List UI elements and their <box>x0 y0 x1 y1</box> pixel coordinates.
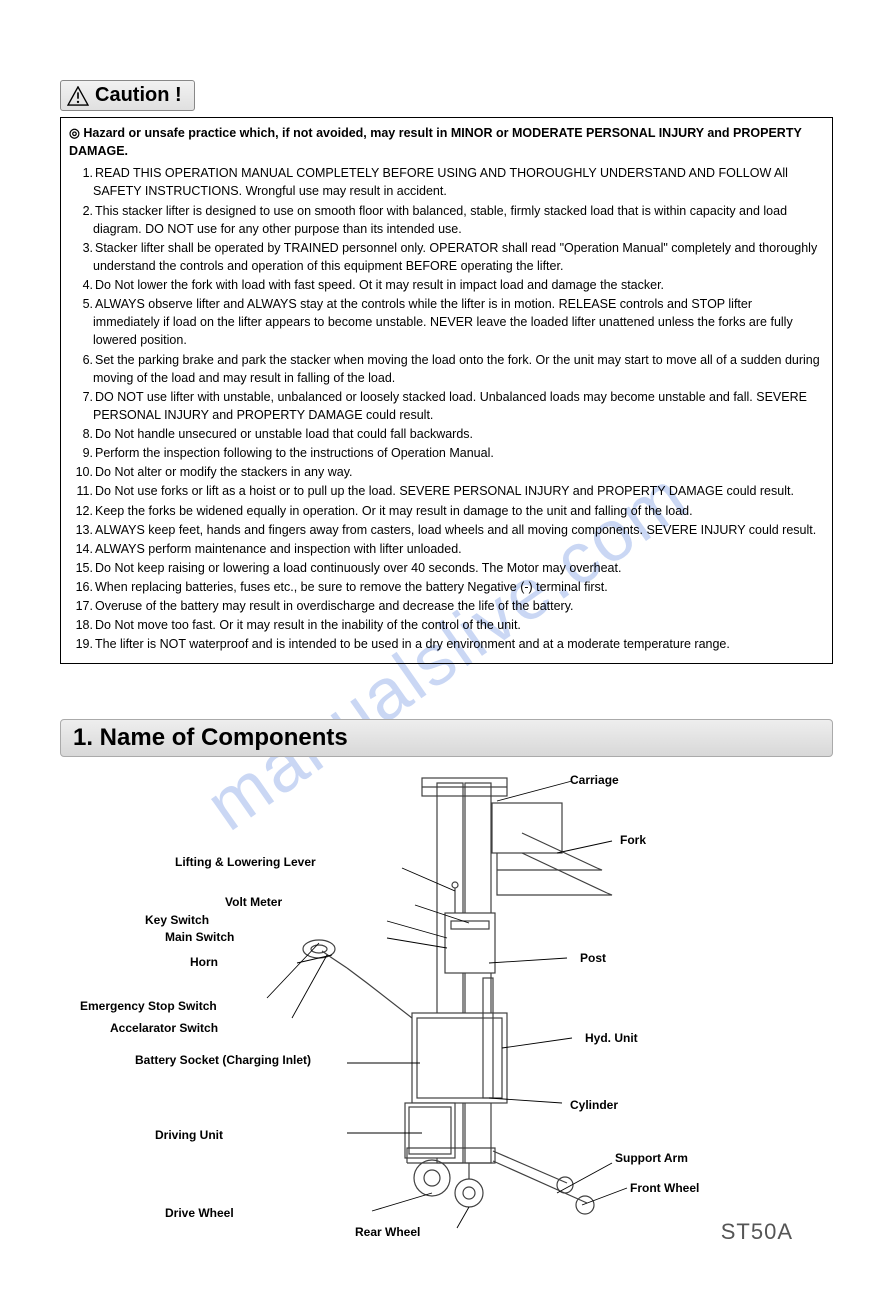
label-drive-wheel: Drive Wheel <box>165 1206 234 1220</box>
label-carriage: Carriage <box>570 773 619 787</box>
warning-icon <box>67 86 89 106</box>
label-emergency-stop: Emergency Stop Switch <box>80 999 217 1013</box>
caution-item: Do Not keep raising or lowering a load c… <box>69 559 822 577</box>
label-accelerator: Accelarator Switch <box>110 1021 218 1035</box>
label-cylinder: Cylinder <box>570 1098 618 1112</box>
caution-item: Do Not alter or modify the stackers in a… <box>69 463 822 481</box>
stacker-drawing <box>237 763 657 1243</box>
label-hyd-unit: Hyd. Unit <box>585 1031 638 1045</box>
label-key-switch: Key Switch <box>145 913 209 927</box>
caution-item: Do Not use forks or lift as a hoist or t… <box>69 482 822 500</box>
caution-item: ALWAYS keep feet, hands and fingers away… <box>69 521 822 539</box>
caution-box: ◎ Hazard or unsafe practice which, if no… <box>60 117 833 664</box>
label-support-arm: Support Arm <box>615 1151 688 1165</box>
label-main-switch: Main Switch <box>165 930 234 944</box>
caution-item: DO NOT use lifter with unstable, unbalan… <box>69 388 822 424</box>
label-volt-meter: Volt Meter <box>225 895 282 909</box>
caution-title: Caution ! <box>95 84 182 107</box>
caution-item: This stacker lifter is designed to use o… <box>69 202 822 238</box>
label-front-wheel: Front Wheel <box>630 1181 699 1195</box>
caution-item: Do Not move too fast. Or it may result i… <box>69 616 822 634</box>
caution-list: READ THIS OPERATION MANUAL COMPLETELY BE… <box>69 164 822 653</box>
label-post: Post <box>580 951 606 965</box>
label-lifting-lever: Lifting & Lowering Lever <box>175 855 285 869</box>
caution-item: Perform the inspection following to the … <box>69 444 822 462</box>
caution-item: READ THIS OPERATION MANUAL COMPLETELY BE… <box>69 164 822 200</box>
label-battery-socket: Battery Socket (Charging Inlet) <box>135 1053 265 1067</box>
caution-item: ALWAYS perform maintenance and inspectio… <box>69 540 822 558</box>
caution-item: ALWAYS observe lifter and ALWAYS stay at… <box>69 295 822 349</box>
label-driving-unit: Driving Unit <box>155 1128 223 1142</box>
caution-item: Stacker lifter shall be operated by TRAI… <box>69 239 822 275</box>
label-fork: Fork <box>620 833 646 847</box>
section-title: 1. Name of Components <box>60 719 833 757</box>
caution-item: The lifter is NOT waterproof and is inte… <box>69 635 822 653</box>
caution-item: When replacing batteries, fuses etc., be… <box>69 578 822 596</box>
caution-item: Keep the forks be widened equally in ope… <box>69 502 822 520</box>
label-rear-wheel: Rear Wheel <box>355 1225 405 1239</box>
label-horn: Horn <box>190 955 218 969</box>
caution-item: Set the parking brake and park the stack… <box>69 351 822 387</box>
model-label: ST50A <box>721 1219 793 1245</box>
caution-header: Caution ! <box>60 80 195 111</box>
caution-item: Overuse of the battery may result in ove… <box>69 597 822 615</box>
component-diagram: Lifting & Lowering Lever Volt Meter Key … <box>60 763 833 1263</box>
caution-item: Do Not lower the fork with load with fas… <box>69 276 822 294</box>
caution-item: Do Not handle unsecured or unstable load… <box>69 425 822 443</box>
hazard-intro: ◎ Hazard or unsafe practice which, if no… <box>69 124 822 160</box>
